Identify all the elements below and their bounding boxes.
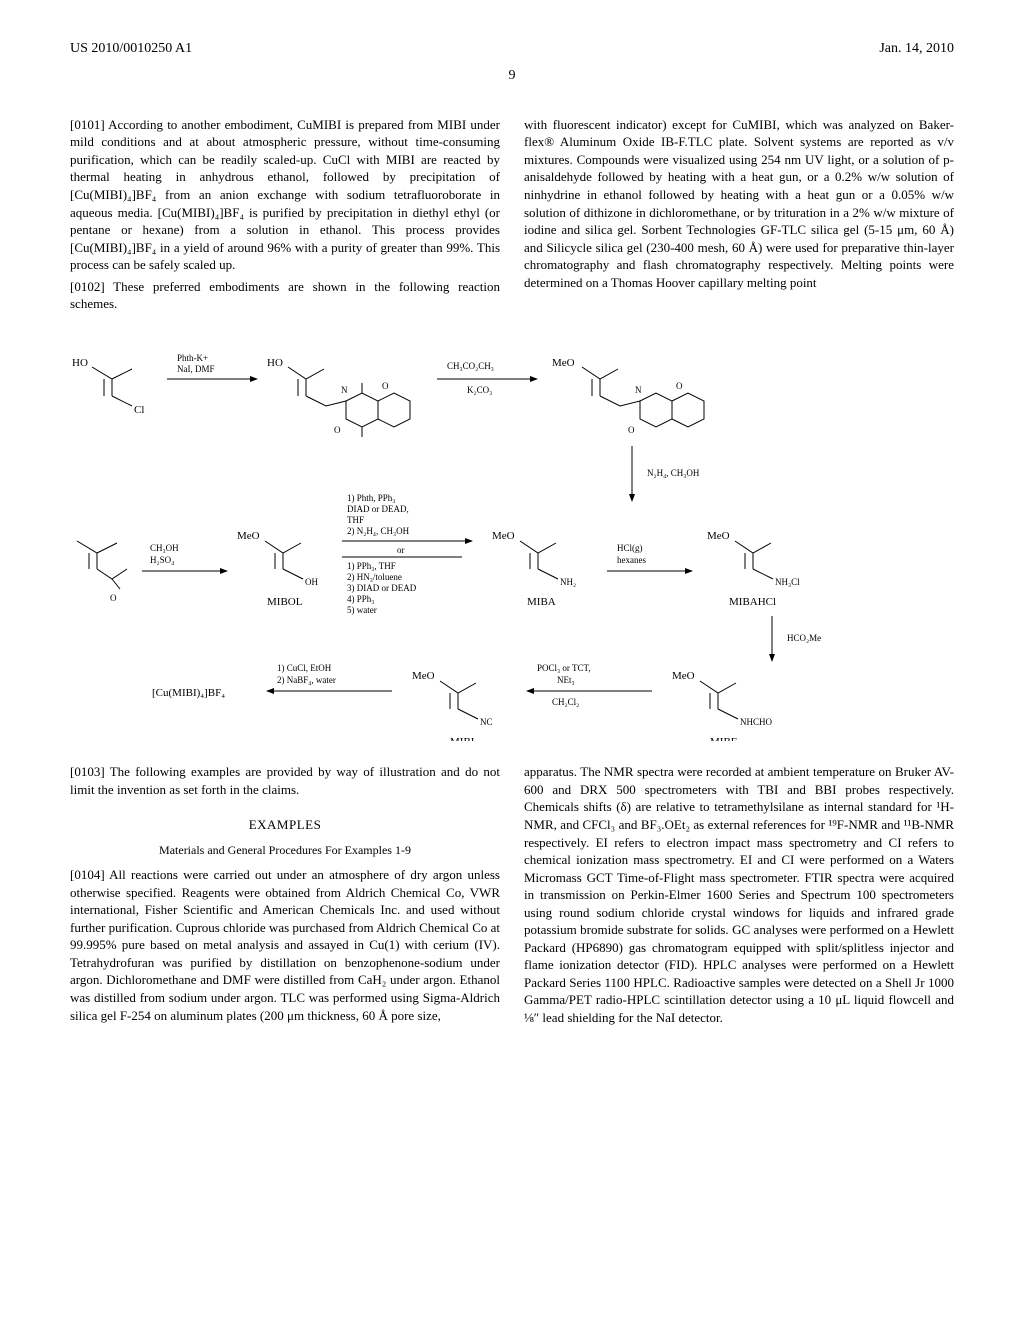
label-alt5: 5) water	[347, 605, 377, 615]
label-hclg: HCl(g)	[617, 543, 643, 553]
arrow-3: CH₃OH H₂SO₄	[142, 543, 227, 571]
label-meo2: MeO	[237, 530, 260, 542]
left-column-top: [0101] According to another embodiment, …	[70, 116, 500, 317]
label-mitsu1: 1) Phth, PPh₃	[347, 493, 395, 503]
compound-mibahcl: MeO NH₃Cl MIBAHCl	[707, 530, 800, 608]
paragraph-0101: [0101] According to another embodiment, …	[70, 116, 500, 274]
top-columns: [0101] According to another embodiment, …	[70, 116, 954, 317]
left-column-bottom: [0103] The following examples are provid…	[70, 763, 500, 1030]
label-alt2: 2) HN₃/toluene	[347, 572, 402, 582]
reaction-scheme: HO Cl Phth-K+ NaI, DMF HO N O O CH₃CO₂CH…	[70, 341, 954, 746]
arrow-6: 1) CuCl, EtOH 2) NaBF₄, water	[267, 663, 392, 691]
arrow-4: 1) Phth, PPh₃ DIAD or DEAD, THF 2) N₂H₄,…	[342, 493, 472, 615]
label-miba: MIBA	[527, 596, 556, 608]
label-cucl: 1) CuCl, EtOH	[277, 663, 332, 673]
arrow-2: CH₃CO₂CH₃ K₂CO₃	[437, 361, 537, 395]
label-hco2me: HCO₂Me	[787, 633, 821, 643]
label-hexanes: hexanes	[617, 555, 646, 565]
label-mitsu3: THF	[347, 515, 364, 525]
label-phthk: Phth-K+	[177, 353, 208, 363]
compound-cumibi: [Cu(MIBI)₄]BF₄	[152, 687, 225, 699]
bottom-columns: [0103] The following examples are provid…	[70, 763, 954, 1030]
label-meo6: MeO	[672, 670, 695, 682]
label-nhcho: NHCHO	[740, 717, 773, 727]
label-cl: Cl	[134, 404, 144, 416]
label-net3: NEt₃	[557, 675, 575, 685]
label-o3: O	[676, 381, 683, 391]
label-ho2: HO	[267, 357, 283, 369]
right-column-top: with fluorescent indicator) except for C…	[524, 116, 954, 317]
label-h2so4: H₂SO₄	[150, 555, 174, 565]
paragraph-0104: [0104] All reactions were carried out un…	[70, 866, 500, 1024]
label-mitsu2: DIAD or DEAD,	[347, 504, 409, 514]
label-meo5: MeO	[412, 670, 435, 682]
arrow-down-2: HCO₂Me	[772, 616, 821, 661]
label-mitsu4: 2) N₂H₄, CH₃OH	[347, 526, 410, 536]
label-n1: N	[341, 385, 348, 395]
label-nh2: NH₂	[560, 577, 576, 587]
reaction-scheme-svg: HO Cl Phth-K+ NaI, DMF HO N O O CH₃CO₂CH…	[70, 341, 954, 741]
label-alt1: 1) PPh₃, THF	[347, 561, 396, 571]
arrow-1: Phth-K+ NaI, DMF	[167, 353, 257, 379]
paragraph-0103: [0103] The following examples are provid…	[70, 763, 500, 798]
label-n2: N	[635, 385, 642, 395]
examples-heading: EXAMPLES	[70, 816, 500, 834]
compound-epoxide: O	[77, 541, 127, 603]
label-meo1: MeO	[552, 357, 575, 369]
right-column-bottom: apparatus. The NMR spectra were recorded…	[524, 763, 954, 1030]
page-number: 9	[70, 67, 954, 86]
label-meo3: MeO	[492, 530, 515, 542]
compound-meo-phth: MeO N O O	[552, 357, 704, 435]
label-oh: OH	[305, 577, 318, 587]
paragraph-0102: [0102] These preferred embodiments are s…	[70, 278, 500, 313]
label-o5: O	[110, 593, 117, 603]
publication-date: Jan. 14, 2010	[879, 40, 954, 59]
label-mibf: MIBF	[710, 736, 737, 741]
label-mibi: MIBI	[450, 736, 475, 741]
label-ch3co2ch3: CH₃CO₂CH₃	[447, 361, 494, 371]
label-ch2cl2: CH₂Cl₂	[552, 697, 579, 707]
label-o2: O	[334, 425, 341, 435]
compound-miba: MeO NH₂ MIBA	[492, 530, 576, 608]
compound-mibol: MeO OH MIBOL	[237, 530, 318, 608]
arrow-7: POCl₃ or TCT, NEt₃ CH₂Cl₂	[527, 663, 652, 707]
label-naidmf: NaI, DMF	[177, 364, 215, 374]
publication-number: US 2010/0010250 A1	[70, 40, 192, 59]
label-ch3oh: CH₃OH	[150, 543, 179, 553]
label-ho1: HO	[72, 357, 88, 369]
label-mibahcl: MIBAHCl	[729, 596, 776, 608]
label-pocl3: POCl₃ or TCT,	[537, 663, 591, 673]
label-alt4: 4) PPh₃	[347, 594, 374, 604]
compound-hocl: HO Cl	[72, 357, 144, 416]
page-header: US 2010/0010250 A1 Jan. 14, 2010	[70, 40, 954, 59]
label-nabf4: 2) NaBF₄, water	[277, 675, 336, 685]
compound-mibi: MeO NC MIBI	[412, 670, 493, 741]
paragraph-cont-1: with fluorescent indicator) except for C…	[524, 116, 954, 291]
label-cumibi: [Cu(MIBI)₄]BF₄	[152, 687, 225, 699]
label-alt3: 3) DIAD or DEAD	[347, 583, 417, 593]
label-n2h4: N₂H₄, CH₃OH	[647, 468, 700, 478]
label-nh3cl: NH₃Cl	[775, 577, 800, 587]
label-or: or	[397, 545, 405, 555]
arrow-down-1: N₂H₄, CH₃OH	[632, 446, 700, 501]
label-mibol: MIBOL	[267, 596, 303, 608]
paragraph-cont-2: apparatus. The NMR spectra were recorded…	[524, 763, 954, 1026]
label-k2co3: K₂CO₃	[467, 385, 492, 395]
label-nc: NC	[480, 717, 493, 727]
compound-mibf: MeO NHCHO MIBF	[672, 670, 773, 741]
compound-ho-phth: HO N O O	[267, 357, 410, 437]
examples-subheading: Materials and General Procedures For Exa…	[70, 842, 500, 858]
label-o1: O	[382, 381, 389, 391]
label-meo4: MeO	[707, 530, 730, 542]
arrow-5: HCl(g) hexanes	[607, 543, 692, 571]
label-o4: O	[628, 425, 635, 435]
